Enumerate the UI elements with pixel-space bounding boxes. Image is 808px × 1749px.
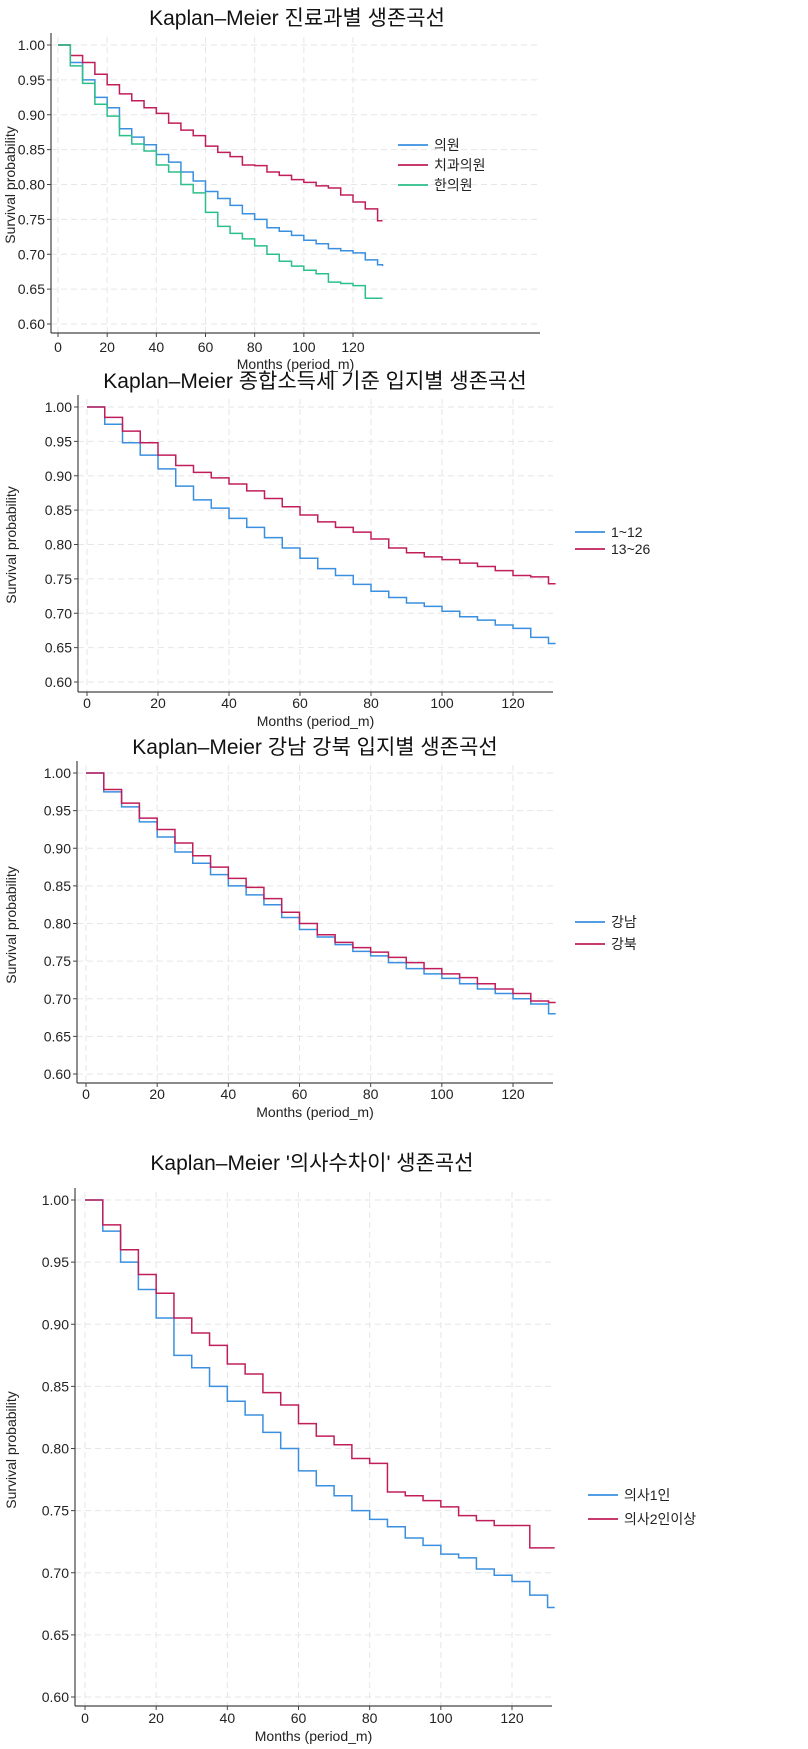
x-tick-label: 60 bbox=[292, 695, 308, 711]
y-tick-label: 0.90 bbox=[45, 468, 72, 484]
y-tick-label: 0.85 bbox=[42, 1378, 69, 1394]
survival-curve-2 bbox=[87, 406, 556, 585]
y-tick-label: 0.75 bbox=[45, 571, 72, 587]
x-tick-label: 80 bbox=[362, 1710, 378, 1726]
y-tick-label: 0.60 bbox=[44, 1066, 71, 1082]
x-tick-label: 0 bbox=[81, 1710, 89, 1726]
x-tick-label: 120 bbox=[501, 695, 525, 711]
y-tick-label: 0.90 bbox=[18, 107, 45, 123]
y-tick-label: 0.80 bbox=[42, 1441, 69, 1457]
x-axis-label: Months (period_m) bbox=[256, 1104, 374, 1120]
y-tick-label: 1.00 bbox=[18, 37, 45, 53]
y-tick-label: 0.70 bbox=[42, 1565, 69, 1581]
y-tick-label: 0.70 bbox=[45, 605, 72, 621]
chart-title: Kaplan–Meier '의사수차이' 생존곡선 bbox=[150, 1152, 473, 1175]
survival-curve-2 bbox=[85, 1199, 555, 1549]
x-tick-label: 100 bbox=[292, 339, 316, 355]
x-tick-label: 100 bbox=[430, 1086, 454, 1102]
x-tick-label: 120 bbox=[341, 339, 365, 355]
y-tick-label: 0.60 bbox=[42, 1689, 69, 1705]
chart-panel-1: Kaplan–Meier 진료과별 생존곡선 0.60 0.65 0.70 0.75 0.… bbox=[2, 7, 540, 372]
chart-title: Kaplan–Meier 강남 강북 입지별 생존곡선 bbox=[132, 736, 497, 759]
survival-curve-2 bbox=[58, 44, 383, 222]
x-tick-label: 60 bbox=[291, 1710, 307, 1726]
y-tick-label: 0.65 bbox=[42, 1627, 69, 1643]
y-tick-label: 0.60 bbox=[45, 674, 72, 690]
chart-title: Kaplan–Meier 진료과별 생존곡선 bbox=[149, 7, 445, 30]
y-tick-label: 1.00 bbox=[44, 765, 71, 781]
chart-title: Kaplan–Meier 종합소득세 기준 입지별 생존곡선 bbox=[103, 370, 526, 393]
survival-curve-1 bbox=[86, 772, 556, 1015]
x-tick-label: 80 bbox=[363, 1086, 379, 1102]
x-tick-label: 40 bbox=[221, 695, 237, 711]
y-tick-label: 0.85 bbox=[44, 878, 71, 894]
x-tick-label: 80 bbox=[247, 339, 263, 355]
y-tick-label: 0.95 bbox=[42, 1254, 69, 1270]
y-tick-label: 0.80 bbox=[45, 537, 72, 553]
y-axis-label: Survival probability bbox=[2, 126, 18, 244]
y-tick-label: 0.80 bbox=[18, 177, 45, 193]
chart-panel-2: Kaplan–Meier 종합소득세 기준 입지별 생존곡선 0.60 0.65 0.… bbox=[3, 370, 651, 729]
y-tick-label: 0.90 bbox=[44, 840, 71, 856]
y-tick-label: 0.65 bbox=[44, 1028, 71, 1044]
x-axis-label: Months (period_m) bbox=[257, 713, 375, 729]
x-axis-label: Months (period_m) bbox=[237, 356, 355, 372]
chart-panel-3: Kaplan–Meier 강남 강북 입지별 생존곡선 0.60 0.65 0.70 0… bbox=[3, 736, 637, 1120]
legend-label: 한의원 bbox=[434, 177, 473, 193]
legend-label: 의원 bbox=[434, 137, 460, 153]
legend-label: 의사1인 bbox=[624, 1487, 670, 1503]
x-tick-label: 100 bbox=[429, 1710, 453, 1726]
x-tick-label: 60 bbox=[292, 1086, 308, 1102]
x-tick-label: 40 bbox=[220, 1710, 236, 1726]
y-tick-label: 1.00 bbox=[42, 1192, 69, 1208]
survival-curve-1 bbox=[58, 44, 384, 267]
y-tick-label: 0.85 bbox=[45, 502, 72, 518]
survival-curve-1 bbox=[87, 406, 556, 645]
x-tick-label: 120 bbox=[500, 1710, 524, 1726]
chart-panel-4: Kaplan–Meier '의사수차이' 생존곡선 0.60 0.65 0.70 0.7… bbox=[3, 1152, 696, 1744]
y-tick-label: 0.75 bbox=[42, 1503, 69, 1519]
y-tick-label: 0.75 bbox=[44, 953, 71, 969]
y-tick-label: 0.70 bbox=[18, 246, 45, 262]
legend-label: 의사2인이상 bbox=[624, 1511, 696, 1527]
x-tick-label: 20 bbox=[150, 695, 166, 711]
y-axis-label: Survival probability bbox=[3, 486, 19, 604]
y-tick-label: 0.80 bbox=[44, 916, 71, 932]
x-tick-label: 20 bbox=[148, 1710, 164, 1726]
y-tick-label: 0.75 bbox=[18, 211, 45, 227]
x-tick-label: 80 bbox=[363, 695, 379, 711]
legend-label: 13~26 bbox=[611, 541, 651, 557]
y-tick-label: 0.65 bbox=[18, 281, 45, 297]
y-tick-label: 0.95 bbox=[44, 803, 71, 819]
legend-label: 강남 bbox=[611, 914, 637, 930]
y-tick-label: 1.00 bbox=[45, 399, 72, 415]
x-tick-label: 120 bbox=[501, 1086, 525, 1102]
y-tick-label: 0.85 bbox=[18, 142, 45, 158]
legend-label: 치과의원 bbox=[434, 157, 486, 173]
y-tick-label: 0.90 bbox=[42, 1316, 69, 1332]
survival-curve-3 bbox=[58, 44, 383, 299]
x-tick-label: 0 bbox=[54, 339, 62, 355]
y-axis-label: Survival probability bbox=[3, 866, 19, 984]
x-tick-label: 60 bbox=[198, 339, 214, 355]
y-tick-label: 0.95 bbox=[18, 72, 45, 88]
x-tick-label: 40 bbox=[221, 1086, 237, 1102]
survival-curve-1 bbox=[85, 1199, 555, 1609]
x-tick-label: 20 bbox=[149, 1086, 165, 1102]
legend-label: 1~12 bbox=[611, 524, 643, 540]
x-tick-label: 0 bbox=[82, 1086, 90, 1102]
x-tick-label: 20 bbox=[99, 339, 115, 355]
x-tick-label: 40 bbox=[149, 339, 165, 355]
y-tick-label: 0.70 bbox=[44, 991, 71, 1007]
survival-curve-2 bbox=[86, 772, 556, 1004]
y-tick-label: 0.60 bbox=[18, 316, 45, 332]
x-tick-label: 0 bbox=[83, 695, 91, 711]
legend-label: 강북 bbox=[611, 936, 637, 952]
y-tick-label: 0.95 bbox=[45, 433, 72, 449]
x-tick-label: 100 bbox=[430, 695, 454, 711]
y-axis-label: Survival probability bbox=[3, 1391, 19, 1509]
x-axis-label: Months (period_m) bbox=[255, 1728, 373, 1744]
y-tick-label: 0.65 bbox=[45, 640, 72, 656]
